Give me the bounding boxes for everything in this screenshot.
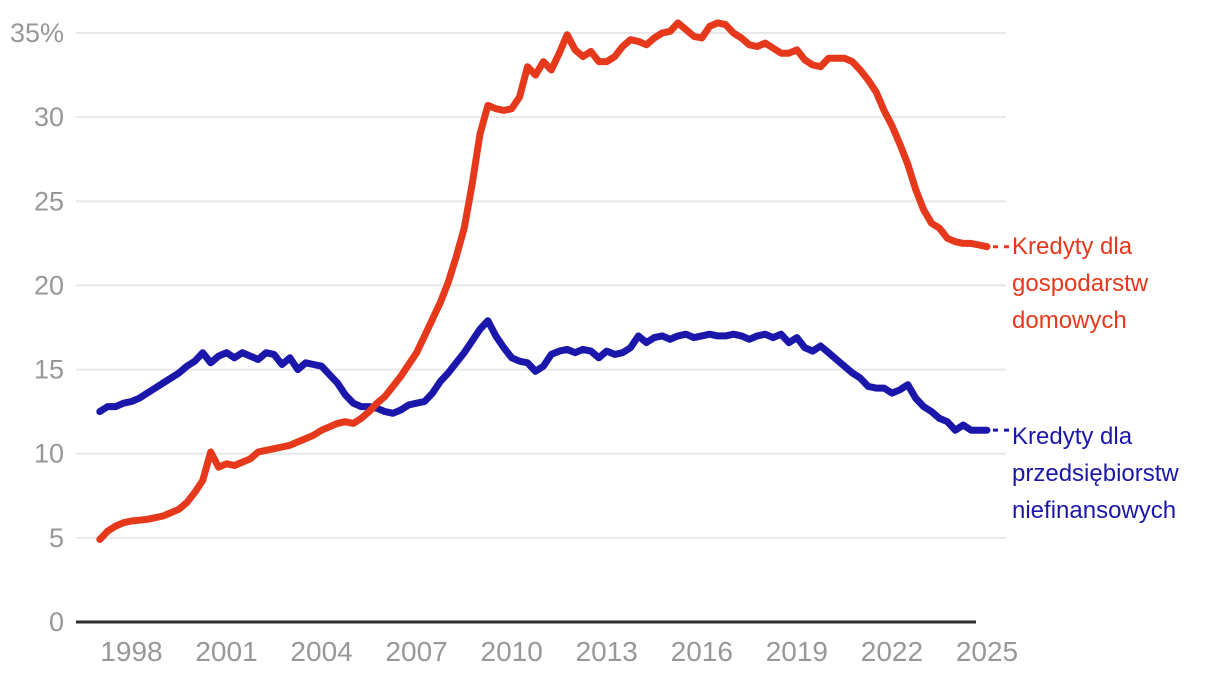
x-tick-label: 2001 [195,636,257,667]
legend-households-line1: Kredyty dla [1012,233,1133,260]
legend-households-line2: gospodarstw [1012,270,1149,297]
x-tick-label: 1998 [100,636,162,667]
x-tick-label: 2016 [671,636,733,667]
x-tick-label: 2022 [861,636,923,667]
y-tick-label: 0 [49,607,64,637]
legend-enterprises-line3: niefinansowych [1012,497,1177,524]
legend-enterprises: Kredyty dla przedsiębiorstw niefinansowy… [1012,418,1179,529]
legend-households: Kredyty dla gospodarstw domowych [1012,228,1148,339]
x-tick-label: 2007 [385,636,447,667]
y-tick-label: 5 [49,523,64,553]
y-tick-label: 10 [34,439,64,469]
x-tick-label: 2013 [576,636,638,667]
y-tick-label: 15 [34,355,64,385]
y-tick-label: 30 [34,102,64,132]
x-tick-label: 2025 [956,636,1018,667]
legend-households-line3: domowych [1012,307,1127,334]
y-tick-label: 25 [34,186,64,216]
y-tick-label: 35% [10,18,64,48]
y-tick-label: 20 [34,270,64,300]
legend-enterprises-line1: Kredyty dla [1012,423,1133,450]
series-line-households [96,19,991,543]
x-tick-label: 2010 [481,636,543,667]
legend-enterprises-line2: przedsiębiorstw [1012,460,1179,487]
x-tick-label: 2019 [766,636,828,667]
x-tick-label: 2004 [290,636,352,667]
series-line-enterprises [96,317,991,434]
